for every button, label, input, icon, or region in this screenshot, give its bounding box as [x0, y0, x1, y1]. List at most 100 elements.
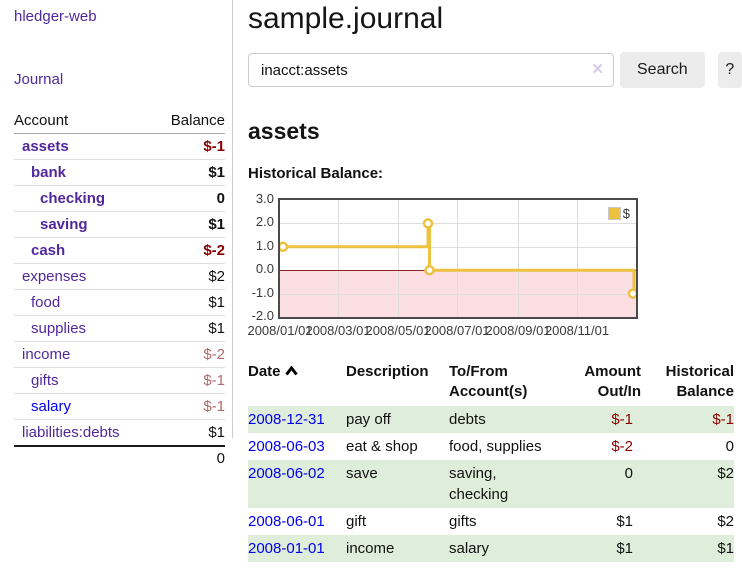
series-swatch-icon: [607, 207, 621, 220]
account-row-liabilities-debts: liabilities:debts $1: [14, 419, 225, 446]
transaction-date-link[interactable]: 2008-01-01: [248, 540, 325, 557]
transaction-balance: 0: [725, 438, 734, 455]
chart-label: Historical Balance:: [248, 165, 384, 182]
transaction-date-link[interactable]: 2008-12-31: [248, 411, 325, 428]
account-balance: $-1: [153, 367, 225, 394]
x-tick: 2008/07/01: [424, 323, 490, 338]
y-tick: -1.0: [251, 285, 274, 300]
account-link-gifts[interactable]: gifts: [31, 372, 59, 389]
x-tick: 2008/03/01: [305, 323, 371, 338]
balance-series-line: [280, 218, 636, 299]
account-row-cash: cash $-2: [14, 237, 225, 264]
below-zero-region: [280, 270, 636, 317]
account-row-checking: checking 0: [14, 185, 225, 212]
account-row-saving: saving $1: [14, 211, 225, 238]
account-heading: assets: [248, 118, 320, 144]
x-tick: 2008/09/01: [485, 323, 551, 338]
transaction-description: save: [346, 465, 378, 482]
transaction-accounts: gifts: [449, 513, 477, 530]
search-button[interactable]: Search: [620, 52, 705, 88]
transaction-accounts: debts: [449, 411, 486, 428]
main-content: sample.journal ✕ Search ? assets Histori…: [247, 0, 742, 562]
account-balance: 0: [153, 185, 225, 212]
account-link-cash[interactable]: cash: [31, 242, 66, 259]
account-link-expenses[interactable]: expenses: [22, 268, 87, 285]
account-balance: $1: [153, 315, 225, 342]
search-form: ✕ Search ?: [248, 52, 742, 88]
transaction-row: 2008-06-02 save saving, checking 0 $2: [248, 460, 734, 508]
transaction-date-link[interactable]: 2008-06-01: [248, 513, 325, 530]
account-balance: $1: [153, 419, 225, 446]
sidebar: hledger-web Journal Account Balance asse…: [0, 0, 233, 470]
transaction-row: 2008-06-01 gift gifts $1 $2: [248, 508, 734, 535]
account-balance: $1: [153, 159, 225, 186]
account-link-food[interactable]: food: [31, 294, 61, 311]
sidebar-item-journal[interactable]: Journal: [14, 71, 64, 88]
account-link-income[interactable]: income: [22, 346, 71, 363]
y-tick: 3.0: [255, 191, 274, 206]
account-link-bank[interactable]: bank: [31, 164, 67, 181]
y-tick: -2.0: [251, 308, 274, 323]
account-link-supplies[interactable]: supplies: [31, 320, 87, 337]
y-tick: 0.0: [255, 261, 274, 276]
amount-column-header: Amount Out/In: [584, 363, 641, 400]
transaction-balance: $-1: [712, 411, 734, 428]
transaction-description: gift: [346, 513, 367, 530]
description-column-header: Description: [346, 363, 429, 380]
balance-column-header: Historical Balance: [665, 363, 734, 400]
chart-plot-area: $: [278, 198, 638, 319]
transaction-description: eat & shop: [346, 438, 418, 455]
account-row-gifts: gifts $-1: [14, 367, 225, 394]
accounts-column-header: To/From Account(s): [449, 363, 528, 400]
transaction-description: income: [346, 540, 395, 557]
transaction-amount: $-2: [611, 438, 633, 455]
gridline: [280, 223, 636, 224]
account-link-salary[interactable]: salary: [31, 398, 72, 415]
transaction-row: 2008-01-01 income salary $1 $1: [248, 535, 734, 562]
transaction-row: 2008-06-03 eat & shop food, supplies $-2…: [248, 433, 734, 460]
clear-search-icon[interactable]: ✕: [591, 61, 604, 78]
register-table: Date Description To/From Account(s) Amou…: [248, 360, 734, 562]
transaction-amount: $-1: [611, 411, 633, 428]
historical-balance-chart: 3.0 2.0 1.0 0.0 -1.0 -2.0: [247, 191, 648, 338]
gridline: [338, 200, 339, 317]
account-link-saving[interactable]: saving: [40, 216, 88, 233]
gridline: [398, 200, 399, 317]
date-column-header[interactable]: Date: [248, 360, 346, 406]
account-balance: $2: [153, 263, 225, 290]
account-row-assets: assets $-1: [14, 134, 225, 160]
help-button[interactable]: ?: [717, 52, 742, 88]
accounts-total: 0: [153, 445, 225, 470]
account-column-header: Account: [14, 109, 154, 134]
search-input[interactable]: [248, 53, 614, 87]
account-balance: $-2: [153, 341, 225, 368]
transaction-date-link[interactable]: 2008-06-02: [248, 465, 325, 482]
account-balance: $-1: [203, 138, 225, 155]
account-balance: $1: [153, 211, 225, 238]
account-row-salary: salary $-1: [14, 393, 225, 420]
app-title-link[interactable]: hledger-web: [14, 8, 97, 25]
account-link-liabilities-debts[interactable]: liabilities:debts: [22, 424, 120, 441]
y-tick: 2.0: [255, 214, 274, 229]
transaction-date-link[interactable]: 2008-06-03: [248, 438, 325, 455]
gridline: [280, 294, 636, 295]
gridline: [280, 247, 636, 248]
transaction-accounts: saving, checking: [449, 465, 509, 503]
account-row-supplies: supplies $1: [14, 315, 225, 342]
account-link-assets[interactable]: assets: [22, 138, 69, 155]
transaction-amount: $1: [616, 513, 633, 530]
account-row-income: income $-2: [14, 341, 225, 368]
account-balance: $1: [153, 289, 225, 316]
account-link-checking[interactable]: checking: [40, 190, 106, 207]
transaction-accounts: food, supplies: [449, 438, 542, 455]
account-total-row: 0: [14, 445, 225, 470]
sort-ascending-icon: [284, 362, 298, 382]
transaction-description: pay off: [346, 411, 391, 428]
gridline: [577, 200, 578, 317]
transaction-balance: $2: [717, 465, 734, 482]
account-row-expenses: expenses $2: [14, 263, 225, 290]
page-title: sample.journal: [248, 2, 444, 35]
series-label: $: [622, 206, 630, 221]
account-row-bank: bank $1: [14, 159, 225, 186]
x-tick: 2008/05/01: [365, 323, 431, 338]
